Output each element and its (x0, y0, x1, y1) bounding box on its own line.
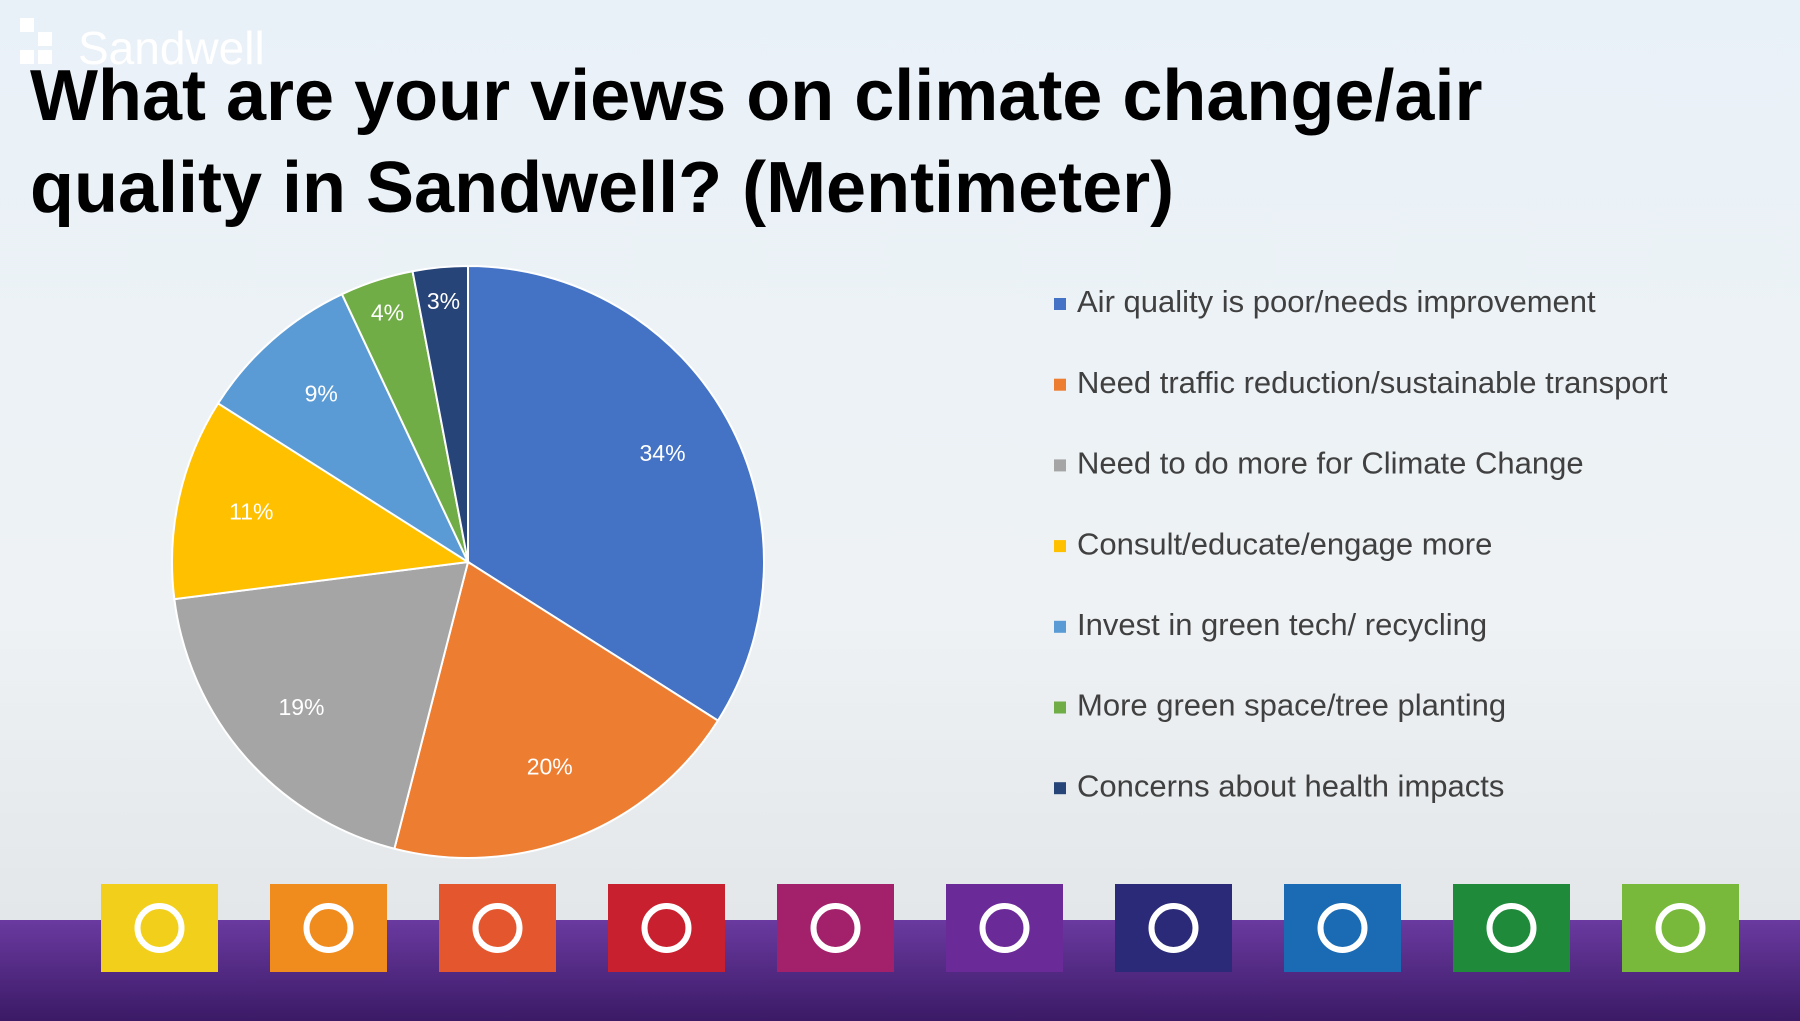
pie-slice (467, 264, 765, 722)
logo-text: Sandwell (78, 22, 265, 74)
icon-glyph (1148, 903, 1199, 953)
pie-slice (411, 264, 469, 563)
icon-row (101, 884, 1739, 972)
icon-tile (608, 884, 725, 972)
icon-tile (946, 884, 1063, 972)
icon-glyph (979, 903, 1030, 953)
icon-tile (777, 884, 894, 972)
legend-label: Consult/educate/engage more (1077, 526, 1492, 561)
icon-tile (101, 884, 218, 972)
icon-glyph (1655, 903, 1706, 953)
legend-swatch (1054, 782, 1066, 795)
legend-swatch (1054, 459, 1066, 472)
icon-tile (1622, 884, 1739, 972)
data-label: 20% (527, 753, 573, 779)
icon-glyph (810, 903, 861, 953)
legend-label: Air quality is poor/needs improvement (1077, 284, 1596, 319)
icon-tile (439, 884, 556, 972)
pie-slice (171, 402, 471, 601)
icon-tile (1453, 884, 1570, 972)
data-label: 11% (229, 499, 273, 525)
data-label: 9% (305, 381, 338, 407)
legend-label: Need to do more for Climate Change (1077, 446, 1584, 481)
legend-swatch (1054, 620, 1066, 633)
legend-label: Concerns about health impacts (1077, 768, 1504, 803)
icon-glyph (641, 903, 692, 953)
legend-swatch (1054, 540, 1066, 553)
icon-glyph (1317, 903, 1368, 953)
legend-swatch (1054, 701, 1066, 714)
pie-slice (216, 292, 471, 565)
logo-mark (20, 18, 52, 64)
icon-tile (270, 884, 387, 972)
pie-slice (393, 560, 720, 859)
legend-swatch (1054, 378, 1066, 391)
icon-glyph (134, 903, 185, 953)
icon-glyph (303, 903, 354, 953)
data-label: 4% (371, 299, 404, 325)
icon-tile (1115, 884, 1232, 972)
pie-slice (173, 560, 470, 850)
icon-glyph (1486, 903, 1537, 953)
icon-tile (1284, 884, 1401, 972)
legend-label: More green space/tree planting (1077, 688, 1506, 723)
legend-label: Need traffic reduction/sustainable trans… (1077, 365, 1668, 400)
data-label: 3% (427, 288, 460, 314)
chart-title: What are your views on climate change/ai… (30, 56, 1482, 228)
data-label: 19% (278, 694, 324, 720)
legend-swatch (1054, 298, 1066, 310)
legend-label: Invest in green tech/ recycling (1077, 607, 1487, 642)
data-label: 34% (640, 440, 686, 466)
icon-glyph (472, 903, 523, 953)
